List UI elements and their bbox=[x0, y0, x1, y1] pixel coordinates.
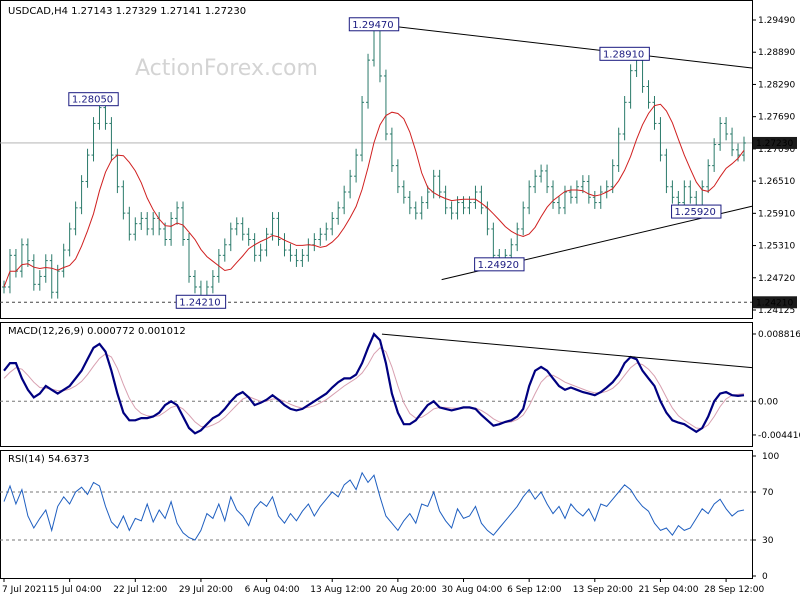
macd-ytick-label: 0.00 bbox=[758, 397, 778, 407]
macd-plot: 0.008816 0.00 -0.004416 bbox=[0, 330, 800, 441]
watermark: ActionForex.com bbox=[135, 56, 318, 81]
price-title: USDCAD,H4 1.27143 1.27329 1.27141 1.2723… bbox=[8, 6, 246, 17]
price-ytick-label: 1.27090 bbox=[758, 145, 795, 155]
price-annotation-box bbox=[671, 204, 722, 219]
price-ytick-label: 1.25910 bbox=[758, 209, 795, 219]
x-tick-label: 20 Aug 20:00 bbox=[376, 585, 437, 595]
x-tick-label: 7 Jul 2021 bbox=[2, 585, 47, 595]
price-ytick-label: 1.26510 bbox=[758, 177, 795, 187]
current-price-tag-box bbox=[753, 136, 797, 149]
macd-ytick-label: -0.004416 bbox=[758, 431, 800, 441]
rsi-panel-frame bbox=[0, 450, 753, 579]
price-annotation-label: 1.24920 bbox=[478, 260, 519, 271]
rsi-ytick-label: 70 bbox=[762, 488, 774, 498]
price-annotation-label: 1.25920 bbox=[675, 207, 716, 218]
price-annotation-label: 1.24210 bbox=[179, 297, 220, 308]
rsi-title: RSI(14) 54.6373 bbox=[8, 454, 89, 465]
price-annotation-box bbox=[348, 17, 400, 32]
x-tick-label: 21 Sep 04:00 bbox=[638, 585, 698, 595]
price-annotation-box bbox=[175, 294, 227, 309]
price-annotation-box bbox=[474, 257, 525, 272]
support-price-tag-box bbox=[753, 296, 797, 309]
rsi-ytick-label: 30 bbox=[762, 536, 774, 546]
price-annotation-label: 1.29470 bbox=[352, 20, 393, 31]
x-tick-label: 13 Sep 20:00 bbox=[573, 585, 633, 595]
price-ytick-label: 1.24720 bbox=[758, 274, 795, 284]
price-ytick-label: 1.28290 bbox=[758, 80, 795, 90]
current-price-tag-label: 1.27230 bbox=[756, 139, 793, 149]
price-annotation-label: 1.28050 bbox=[72, 95, 113, 106]
price-ytick-label: 1.27690 bbox=[758, 113, 795, 123]
x-tick-label: 6 Aug 04:00 bbox=[245, 585, 300, 595]
x-tick-label: 6 Sep 12:00 bbox=[507, 585, 562, 595]
price-annotation-box bbox=[68, 92, 119, 107]
x-tick-label: 29 Jul 20:00 bbox=[179, 585, 233, 595]
x-axis: 7 Jul 2021 15 Jul 04:00 22 Jul 12:00 29 Jul… bbox=[2, 578, 764, 595]
x-tick-label: 13 Aug 12:00 bbox=[310, 585, 371, 595]
price-trendline bbox=[379, 24, 753, 69]
x-tick-label: 15 Jul 04:00 bbox=[48, 585, 102, 595]
moving-average-line bbox=[3, 103, 745, 288]
macd-trendline bbox=[381, 333, 753, 369]
macd-ytick-label: 0.008816 bbox=[758, 330, 800, 340]
x-tick-label: 22 Jul 12:00 bbox=[113, 585, 167, 595]
macd-main-line bbox=[3, 332, 745, 435]
macd-signal-line bbox=[3, 347, 745, 430]
price-annotation-box bbox=[599, 46, 650, 61]
macd-title: MACD(12,26,9) 0.000772 0.001012 bbox=[8, 326, 186, 337]
price-annotation-label: 1.28910 bbox=[603, 49, 644, 60]
price-ytick-label: 1.25310 bbox=[758, 242, 795, 252]
rsi-line bbox=[3, 471, 745, 541]
macd-panel-frame bbox=[0, 322, 753, 447]
x-tick-label: 30 Aug 04:00 bbox=[442, 585, 503, 595]
price-plot: 1.29490 1.28890 1.28290 1.27690 1.27090 1.265… bbox=[0, 16, 797, 316]
rsi-ytick-label: 0 bbox=[762, 572, 768, 582]
price-ytick-label: 1.28890 bbox=[758, 48, 795, 58]
support-price-tag-label: 1.24210 bbox=[756, 298, 793, 308]
price-ytick-label: 1.24125 bbox=[758, 306, 795, 316]
x-tick-label: 28 Sep 12:00 bbox=[704, 585, 764, 595]
price-ytick-label: 1.29490 bbox=[758, 16, 795, 26]
rsi-plot: 100 70 30 0 bbox=[0, 452, 779, 582]
rsi-ytick-label: 100 bbox=[762, 452, 779, 462]
